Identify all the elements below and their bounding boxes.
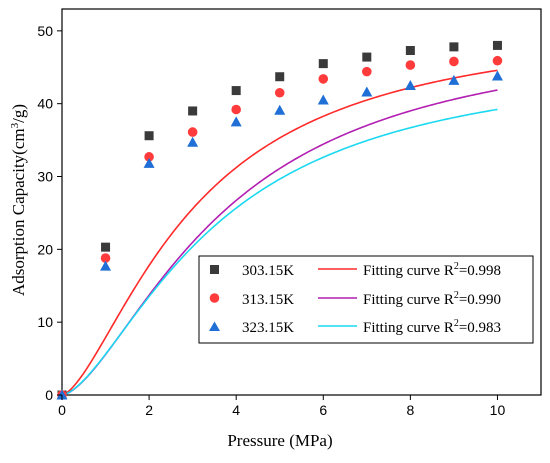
fit-curves — [61, 69, 498, 396]
legend-marker-2 — [209, 293, 220, 303]
data-point-s2-1 — [100, 253, 111, 263]
fit-curve-1 — [61, 69, 498, 396]
data-point-s3-7 — [361, 86, 373, 97]
y-tick-label-2: 20 — [37, 241, 53, 257]
data-point-s3-2 — [143, 157, 155, 168]
plot-frame — [61, 8, 542, 396]
y-axis-ticks: 0 10 20 30 40 50 — [37, 23, 62, 403]
legend-entry-3: 323.15K Fitting curve R2=0.983 — [209, 318, 501, 336]
data-point-s1-9 — [449, 42, 459, 52]
data-point-s1-6 — [318, 59, 328, 69]
legend-marker-1 — [210, 265, 219, 274]
x-tick-label-5: 10 — [490, 402, 506, 418]
data-point-s3-5 — [274, 104, 286, 115]
data-markers — [56, 40, 503, 400]
legend-entry-1: 303.15K Fitting curve R2=0.998 — [210, 261, 501, 279]
data-point-s3-9 — [448, 74, 460, 85]
data-point-s3-10 — [491, 70, 503, 81]
data-point-s1-7 — [362, 52, 372, 62]
data-point-s3-1 — [100, 260, 112, 271]
data-point-s3-6 — [317, 94, 329, 105]
x-axis-ticks: 0 2 4 6 8 10 — [58, 395, 505, 418]
legend: 303.15K Fitting curve R2=0.998 313.15K F… — [198, 255, 534, 344]
data-point-s3-8 — [404, 79, 416, 90]
x-tick-label-0: 0 — [58, 402, 66, 418]
data-point-s2-3 — [187, 127, 198, 137]
data-point-s1-3 — [188, 106, 198, 116]
legend-marker-3 — [209, 321, 220, 331]
x-axis-title: Pressure (MPa) — [227, 431, 332, 450]
x-tick-label-3: 6 — [319, 402, 327, 418]
y-tick-label-5: 50 — [37, 23, 53, 39]
data-point-s2-9 — [449, 56, 459, 67]
data-point-s1-2 — [144, 131, 154, 141]
data-point-s2-5 — [274, 87, 285, 98]
data-point-s2-2 — [144, 152, 154, 162]
fit-curve-2 — [61, 89, 498, 396]
legend-entry-2: 313.15K Fitting curve R2=0.990 — [209, 290, 501, 308]
x-tick-label-2: 4 — [232, 402, 240, 418]
y-axis-title: Adsorption Capacity(cm3/g) — [9, 104, 28, 296]
legend-box — [198, 255, 534, 344]
data-point-s1-10 — [492, 40, 502, 50]
fit-curve-3 — [61, 108, 498, 396]
legend-fit-label-1: Fitting curve R2=0.998 — [363, 261, 501, 279]
data-point-s2-8 — [405, 60, 416, 70]
y-axis-title-prefix: Adsorption Capacity(cm — [9, 128, 28, 296]
y-tick-label-3: 30 — [37, 169, 53, 185]
y-tick-label-0: 0 — [45, 387, 53, 403]
data-point-s3-3 — [187, 136, 199, 147]
data-point-s1-5 — [275, 72, 285, 82]
data-point-s1-4 — [231, 86, 241, 96]
data-point-s1-8 — [405, 46, 415, 56]
x-tick-label-1: 2 — [145, 402, 153, 418]
data-point-s2-6 — [318, 74, 329, 84]
y-tick-label-4: 40 — [37, 96, 53, 112]
legend-label-3: 323.15K — [242, 320, 294, 336]
legend-label-2: 313.15K — [242, 292, 294, 308]
y-tick-label-1: 10 — [37, 314, 53, 330]
data-point-s3-4 — [230, 116, 242, 127]
y-axis-title-sup: 3 — [9, 122, 21, 128]
x-tick-label-4: 8 — [406, 402, 414, 418]
y-axis-title-suffix: /g) — [9, 104, 28, 123]
legend-fit-label-2: Fitting curve R2=0.990 — [363, 290, 501, 308]
data-point-s2-7 — [362, 66, 372, 77]
data-point-s2-4 — [231, 104, 241, 115]
data-point-s1-1 — [101, 242, 111, 252]
legend-label-1: 303.15K — [242, 263, 294, 279]
legend-fit-label-3: Fitting curve R2=0.983 — [363, 318, 501, 336]
data-point-s2-10 — [492, 55, 503, 66]
